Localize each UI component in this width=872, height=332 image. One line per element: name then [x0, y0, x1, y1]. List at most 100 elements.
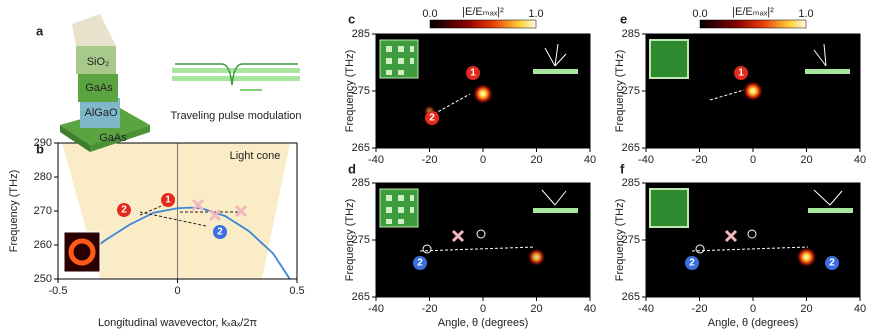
marker-label: 1	[738, 68, 744, 79]
x-tick-label: -0.5	[49, 285, 68, 297]
y-tick-label: 265	[622, 142, 640, 154]
marker-label: 1	[470, 68, 476, 79]
y-tick-label: 285	[622, 28, 640, 40]
decorations: a b c d e f SiO₂ GaAs AlGaO GaAs Traveli…	[36, 11, 853, 273]
layer-label: GaAs	[85, 82, 113, 94]
marker-label: 2	[121, 205, 127, 216]
layer-label: SiO₂	[87, 56, 110, 68]
intensity-peak	[743, 81, 763, 101]
marker	[413, 256, 427, 270]
colorbar-label: |E/Eₘₐₓ|²	[732, 6, 774, 18]
marker	[117, 203, 131, 217]
background-layer	[62, 143, 290, 279]
y-tick-label: 275	[352, 234, 370, 246]
x-tick-label: 0.5	[289, 285, 304, 297]
y-tick-label: 275	[352, 85, 370, 97]
x-tick-label: 0	[174, 285, 180, 297]
panel-label: a	[36, 23, 44, 38]
marker	[161, 193, 175, 207]
y-axis-label: Frequency (THz)	[614, 50, 626, 133]
cross	[451, 229, 738, 243]
marker-label: 2	[689, 258, 695, 269]
colorbar-tick-label: 1.0	[528, 8, 543, 20]
y-tick-label: 285	[622, 177, 640, 189]
y-tick-label: 265	[622, 291, 640, 303]
waveguide	[172, 76, 300, 81]
y-tick-label: 270	[34, 205, 52, 217]
intensity-peak	[527, 248, 546, 266]
y-tick-label: 280	[34, 171, 52, 183]
colorbar	[699, 19, 807, 29]
marker	[476, 229, 486, 239]
marker	[685, 256, 699, 270]
y-tick-label: 275	[622, 85, 640, 97]
x-tick-label: -20	[692, 303, 708, 315]
y-axis-label: Frequency (THz)	[344, 199, 356, 282]
cross	[191, 198, 248, 222]
pulse	[175, 63, 298, 86]
x-tick-label: -40	[368, 303, 384, 315]
x-tick-label: 0	[750, 303, 756, 315]
marker	[695, 244, 705, 254]
x-tick-label: 0	[480, 303, 486, 315]
x-tick-label: -20	[422, 303, 438, 315]
colorbar-tick-label: 1.0	[798, 8, 813, 20]
x-axis-label: Longitudinal wavevector, kₓaₓ/2π	[98, 317, 258, 329]
marker-label: 1	[165, 195, 171, 206]
marker	[734, 66, 748, 80]
x-tick-label: 20	[800, 154, 812, 166]
arrow	[419, 89, 809, 252]
y-tick-label: 285	[352, 28, 370, 40]
intensity-peak	[473, 83, 493, 104]
marker	[825, 256, 839, 270]
colorbar-tick-label: 0.0	[692, 8, 707, 20]
device-stack	[60, 14, 150, 152]
x-axis-label: Angle, θ (degrees)	[438, 317, 529, 329]
panel-label: b	[36, 141, 44, 156]
layer-label: AlGaO	[84, 107, 117, 119]
y-tick-label: 285	[352, 177, 370, 189]
inset-mode	[68, 238, 96, 266]
x-tick-label: -20	[422, 154, 438, 166]
x-tick-label: 20	[530, 154, 542, 166]
x-tick-label: 40	[584, 154, 596, 166]
panel-label: c	[348, 11, 355, 26]
x-tick-label: 40	[854, 154, 866, 166]
y-tick-label: 260	[34, 239, 52, 251]
marker	[466, 66, 480, 80]
x-tick-label: 0	[480, 154, 486, 166]
x-tick-label: 20	[800, 303, 812, 315]
line	[98, 206, 291, 280]
y-axis-label: Frequency (THz)	[344, 50, 356, 133]
x-tick-label: 20	[530, 303, 542, 315]
x-tick-label: 0	[750, 154, 756, 166]
y-tick-label: 290	[34, 137, 52, 149]
x-axis-label: Angle, θ (degrees)	[708, 317, 799, 329]
marker-label: 2	[429, 113, 435, 124]
y-axis-label: Frequency (THz)	[8, 170, 20, 253]
panel-label: e	[620, 11, 627, 26]
x-tick-label: -40	[638, 303, 654, 315]
region-label: Light cone	[230, 150, 281, 162]
y-tick-label: 275	[622, 234, 640, 246]
y-tick-label: 250	[34, 273, 52, 285]
marker	[747, 229, 757, 239]
marker	[422, 244, 432, 254]
x-tick-label: -20	[692, 154, 708, 166]
x-tick-label: -40	[368, 154, 384, 166]
y-axis-label: Frequency (THz)	[614, 199, 626, 282]
marker	[213, 225, 227, 239]
colorbar-label: |E/Eₘₐₓ|²	[462, 6, 504, 18]
colorbar-tick-label: 0.0	[422, 8, 437, 20]
y-tick-label: 265	[352, 291, 370, 303]
x-tick-label: -40	[638, 154, 654, 166]
panel-label: d	[348, 161, 356, 176]
caption: Traveling pulse modulation	[170, 110, 301, 122]
light-cone	[62, 143, 290, 279]
x-tick-label: 40	[854, 303, 866, 315]
panel-label: f	[620, 161, 625, 176]
waveguide	[172, 68, 300, 73]
marker	[425, 111, 439, 125]
x-tick-label: 40	[584, 303, 596, 315]
